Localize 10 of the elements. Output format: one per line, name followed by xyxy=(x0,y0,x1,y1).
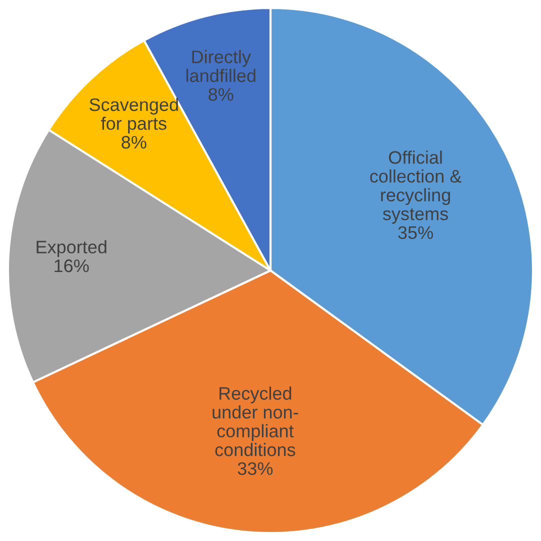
slice-label: Exported xyxy=(36,240,106,257)
data-label: 16% xyxy=(54,259,89,272)
slice-label: Scavenged for parts xyxy=(90,98,178,134)
data-label: 35% xyxy=(398,226,433,240)
data-label: 8% xyxy=(208,88,234,101)
slice-label: Recycled under non- compliant conditions xyxy=(212,386,298,456)
data-label: 33% xyxy=(238,462,273,475)
data-label: 8% xyxy=(122,136,146,149)
slice-label: Directly landfilled xyxy=(186,50,256,82)
slice-label: Official collection & recycling systems xyxy=(370,150,462,224)
